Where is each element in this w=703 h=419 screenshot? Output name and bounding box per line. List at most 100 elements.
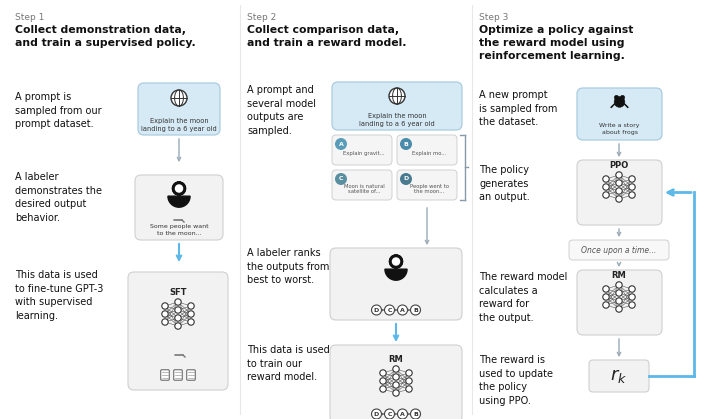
Circle shape — [371, 305, 382, 315]
Circle shape — [385, 409, 394, 419]
Circle shape — [389, 255, 403, 268]
Circle shape — [400, 173, 412, 185]
FancyBboxPatch shape — [332, 135, 392, 165]
Text: The reward is
used to update
the policy
using PPO.: The reward is used to update the policy … — [479, 355, 553, 406]
Text: A: A — [400, 411, 405, 416]
Circle shape — [616, 306, 622, 312]
Circle shape — [172, 182, 186, 195]
FancyBboxPatch shape — [135, 175, 223, 240]
Circle shape — [628, 286, 636, 292]
Polygon shape — [385, 269, 407, 280]
Text: This data is used
to train our
reward model.: This data is used to train our reward mo… — [247, 345, 330, 382]
Text: B: B — [413, 411, 418, 416]
FancyBboxPatch shape — [330, 345, 462, 419]
Circle shape — [162, 303, 168, 309]
Text: Write a story
about frogs: Write a story about frogs — [599, 124, 640, 134]
Circle shape — [393, 390, 399, 396]
FancyBboxPatch shape — [330, 248, 462, 320]
Text: A prompt is
sampled from our
prompt dataset.: A prompt is sampled from our prompt data… — [15, 92, 102, 129]
Circle shape — [393, 366, 399, 372]
Circle shape — [628, 302, 636, 308]
Circle shape — [175, 323, 181, 329]
Circle shape — [616, 282, 622, 288]
Polygon shape — [168, 196, 190, 207]
Circle shape — [616, 172, 622, 178]
Circle shape — [614, 95, 619, 100]
FancyBboxPatch shape — [569, 240, 669, 260]
Circle shape — [175, 299, 181, 305]
Circle shape — [385, 305, 394, 315]
Text: D: D — [374, 308, 379, 313]
Text: Step 3: Step 3 — [479, 13, 508, 22]
Text: Explain gravit...: Explain gravit... — [343, 152, 385, 157]
Circle shape — [188, 303, 194, 309]
FancyBboxPatch shape — [161, 370, 169, 380]
FancyBboxPatch shape — [577, 270, 662, 335]
FancyBboxPatch shape — [332, 170, 392, 200]
Circle shape — [406, 370, 412, 376]
Circle shape — [602, 302, 610, 308]
Circle shape — [188, 311, 194, 317]
Text: Step 2: Step 2 — [247, 13, 276, 22]
Circle shape — [188, 319, 194, 325]
Circle shape — [380, 370, 386, 376]
Text: D: D — [404, 176, 408, 181]
Text: A new prompt
is sampled from
the dataset.: A new prompt is sampled from the dataset… — [479, 90, 557, 127]
Circle shape — [393, 382, 399, 388]
Text: Once upon a time...: Once upon a time... — [581, 246, 657, 254]
Circle shape — [389, 255, 403, 268]
Text: RM: RM — [389, 355, 404, 364]
Circle shape — [162, 319, 168, 325]
Circle shape — [389, 88, 405, 104]
Text: D: D — [374, 411, 379, 416]
Circle shape — [411, 409, 420, 419]
Circle shape — [620, 95, 625, 100]
Circle shape — [602, 192, 610, 198]
Circle shape — [411, 305, 420, 315]
FancyBboxPatch shape — [332, 82, 462, 130]
Circle shape — [616, 188, 622, 194]
Circle shape — [380, 378, 386, 384]
Circle shape — [171, 90, 187, 106]
Text: The reward model
calculates a
reward for
the output.: The reward model calculates a reward for… — [479, 272, 567, 323]
Circle shape — [175, 184, 183, 193]
Circle shape — [175, 307, 181, 313]
Text: $r_k$: $r_k$ — [610, 367, 628, 385]
Circle shape — [616, 298, 622, 304]
FancyBboxPatch shape — [397, 135, 457, 165]
Text: A: A — [400, 308, 405, 313]
Text: Some people want
to the moon...: Some people want to the moon... — [150, 225, 208, 235]
FancyBboxPatch shape — [589, 360, 649, 392]
Circle shape — [628, 176, 636, 182]
Circle shape — [397, 409, 408, 419]
Text: B: B — [404, 142, 408, 147]
Text: C: C — [387, 308, 392, 313]
Text: C: C — [387, 411, 392, 416]
Circle shape — [616, 290, 622, 296]
Circle shape — [380, 386, 386, 392]
Circle shape — [602, 294, 610, 300]
FancyBboxPatch shape — [174, 370, 182, 380]
Text: RM: RM — [612, 271, 626, 280]
Text: Optimize a policy against
the reward model using
reinforcement learning.: Optimize a policy against the reward mod… — [479, 25, 633, 61]
Circle shape — [406, 378, 412, 384]
Text: Step 1: Step 1 — [15, 13, 44, 22]
Circle shape — [393, 374, 399, 380]
Circle shape — [397, 305, 408, 315]
Circle shape — [335, 173, 347, 185]
FancyBboxPatch shape — [577, 160, 662, 225]
Circle shape — [406, 386, 412, 392]
Text: Explain the moon
landing to a 6 year old: Explain the moon landing to a 6 year old — [359, 113, 435, 127]
Circle shape — [371, 409, 382, 419]
Text: A prompt and
several model
outputs are
sampled.: A prompt and several model outputs are s… — [247, 85, 316, 136]
Text: The policy
generates
an output.: The policy generates an output. — [479, 165, 530, 202]
Circle shape — [602, 176, 610, 182]
Circle shape — [175, 315, 181, 321]
Text: SFT: SFT — [169, 288, 187, 297]
Text: This data is used
to fine-tune GPT-3
with supervised
learning.: This data is used to fine-tune GPT-3 wit… — [15, 270, 103, 321]
Text: People went to
the moon...: People went to the moon... — [410, 184, 449, 194]
FancyBboxPatch shape — [128, 272, 228, 390]
Circle shape — [628, 184, 636, 190]
Text: B: B — [413, 308, 418, 313]
Circle shape — [628, 294, 636, 300]
